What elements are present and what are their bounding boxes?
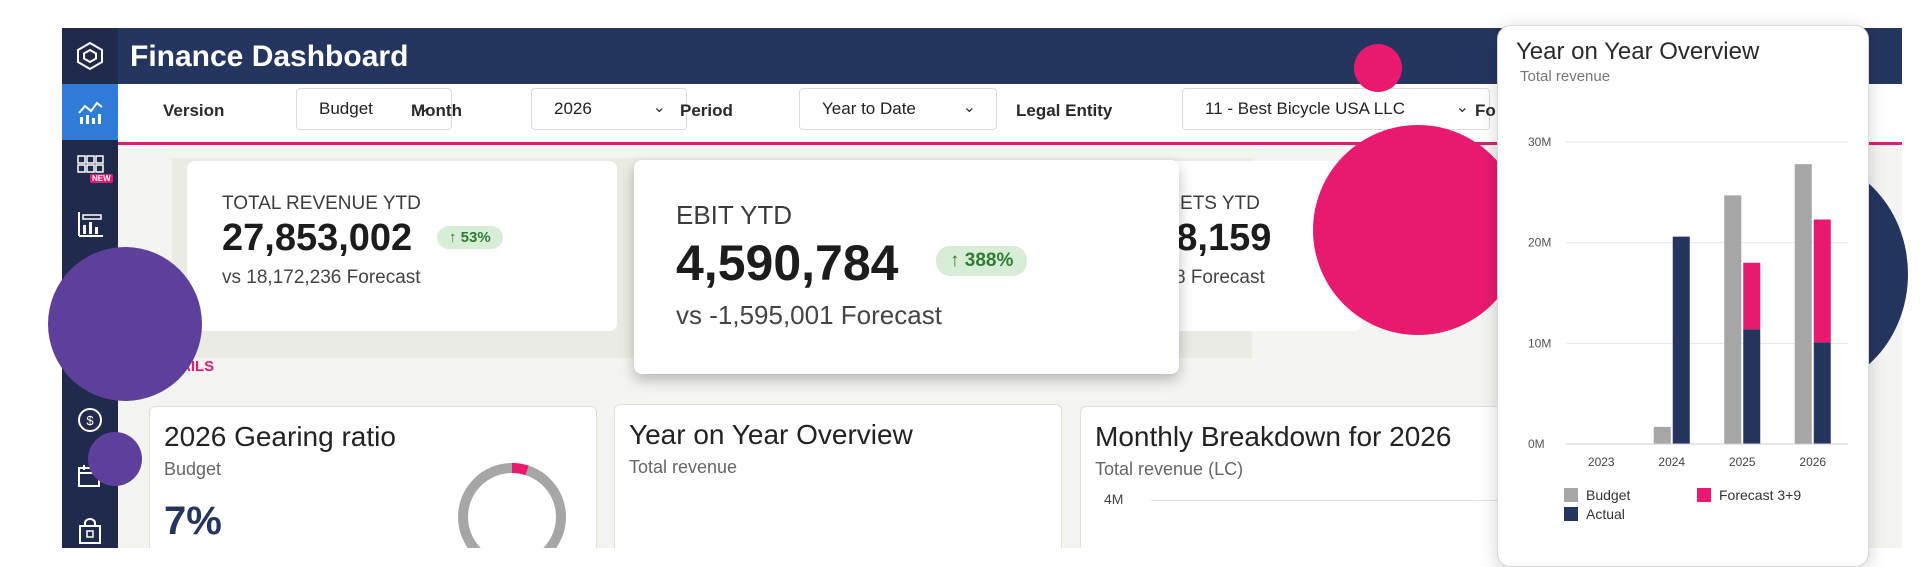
bar-forecast-3-9-2026	[1813, 219, 1831, 343]
legal-entity-select[interactable]: 11 - Best Bicycle USA LLC ⌄	[1182, 88, 1490, 130]
y-tick-label: 10M	[1528, 336, 1551, 350]
donut-track	[458, 463, 566, 548]
donut-value-arc	[458, 463, 566, 548]
popout-subtitle: Total revenue	[1520, 68, 1611, 85]
x-tick-label: 2026	[1799, 455, 1826, 469]
y-tick-label: 20M	[1528, 236, 1551, 250]
decorative-pink-circle	[1313, 125, 1523, 335]
gearing-value: 7%	[164, 499, 222, 543]
decorative-purple-circle-small	[88, 432, 142, 486]
kpi-card-total-revenue[interactable]: TOTAL REVENUE YTD 27,853,002 ↑ 53% vs 18…	[187, 161, 617, 331]
card-yoy-overview[interactable]: Year on Year Overview Total revenue	[614, 404, 1062, 548]
kpi-value: 27,853,002	[222, 217, 413, 259]
bar-actual-2024	[1672, 236, 1690, 444]
decorative-pink-dot	[1354, 44, 1402, 92]
legend-label: Budget	[1586, 487, 1631, 503]
gearing-donut	[458, 463, 566, 548]
kpi-change-badge: ↑ 53%	[437, 226, 503, 249]
widgets-icon	[77, 155, 104, 173]
app-logo-icon[interactable]	[62, 28, 118, 84]
yoy-overview-popout-card[interactable]: Year on Year Overview Total revenue 0M 10…	[1497, 25, 1869, 567]
x-tick-label: 2023	[1588, 455, 1615, 469]
extra-filter-label: Fo	[1475, 101, 1496, 120]
version-label: Version	[163, 101, 225, 120]
card-subtitle: Total revenue (LC)	[1095, 459, 1244, 479]
kpi-title: EBIT YTD	[676, 200, 793, 230]
bar-forecast-3-9-2025	[1743, 262, 1761, 330]
analytics-icon	[78, 101, 103, 124]
sidebar-item-widgets[interactable]: NEW	[62, 140, 118, 196]
period-value: Year to Date	[822, 99, 916, 118]
kpi-change-badge: ↑ 388%	[936, 246, 1028, 276]
card-subtitle: Budget	[164, 459, 222, 479]
bar-budget-2026	[1794, 164, 1812, 444]
y-tick-label: 30M	[1528, 135, 1551, 149]
bar-budget-2025	[1724, 195, 1742, 444]
month-value: 2026	[554, 99, 592, 118]
report-chart-icon	[78, 212, 103, 237]
card-gearing-ratio[interactable]: 2026 Gearing ratio Budget 7%	[149, 406, 597, 548]
app-title: Finance Dashboard	[130, 40, 409, 73]
version-select[interactable]: Budget ⌄	[296, 88, 452, 130]
chevron-down-icon: ⌄	[1455, 99, 1469, 116]
chevron-down-icon: ⌄	[962, 99, 976, 116]
month-select[interactable]: 2026 ⌄	[531, 88, 687, 130]
svg-text:$: $	[86, 413, 94, 428]
legend-swatch	[1697, 488, 1711, 502]
popout-title: Year on Year Overview	[1516, 38, 1760, 65]
month-label: Month	[411, 101, 462, 120]
kpi-subtext: vs 18,172,236 Forecast	[222, 267, 421, 288]
legend-item-actual: Actual	[1564, 506, 1625, 522]
x-tick-label: 2025	[1729, 455, 1756, 469]
kpi-title: TOTAL REVENUE YTD	[222, 193, 421, 214]
yoy-bar-chart: 0M 10M 20M 30M 2023 2024 2025 2026	[1528, 135, 1848, 469]
sidebar-item-reports[interactable]	[62, 196, 118, 252]
legal-entity-value: 11 - Best Bicycle USA LLC	[1205, 99, 1405, 118]
y-tick-label: 0M	[1528, 437, 1545, 451]
kpi-subtext: vs -1,595,001 Forecast	[676, 300, 942, 330]
period-select[interactable]: Year to Date ⌄	[799, 88, 997, 130]
y-tick-label: 4M	[1104, 491, 1124, 507]
legend-swatch	[1564, 488, 1578, 502]
sidebar-item-store[interactable]	[62, 504, 118, 548]
card-title: 2026 Gearing ratio	[164, 421, 396, 452]
legend-item-budget: Budget	[1564, 487, 1630, 503]
card-title: Monthly Breakdown for 2026	[1095, 421, 1452, 452]
kpi-card-ebit[interactable]: EBIT YTD 4,590,784 ↑ 388% vs -1,595,001 …	[634, 160, 1179, 374]
new-badge: NEW	[90, 174, 113, 183]
x-tick-label: 2024	[1658, 455, 1685, 469]
legend-swatch	[1564, 507, 1578, 521]
period-label: Period	[680, 101, 733, 120]
gridline	[1151, 500, 1561, 501]
shopping-bag-icon	[79, 518, 101, 544]
bar-actual-2025	[1743, 329, 1761, 444]
decorative-purple-circle-large	[48, 247, 202, 401]
card-title: Year on Year Overview	[629, 419, 913, 450]
version-value: Budget	[319, 99, 373, 118]
chevron-down-icon: ⌄	[417, 99, 431, 116]
legend-label: Actual	[1586, 506, 1625, 522]
kpi-value: 4,590,784	[676, 235, 899, 291]
card-subtitle: Total revenue	[629, 457, 738, 477]
sidebar-item-dollar[interactable]: $	[62, 392, 118, 448]
bar-actual-2026	[1813, 342, 1831, 444]
sidebar-item-analytics[interactable]	[62, 84, 118, 140]
legal-entity-label: Legal Entity	[1016, 101, 1113, 120]
card-monthly-breakdown[interactable]: Monthly Breakdown for 2026 Total revenue…	[1080, 406, 1562, 548]
legend-label: Forecast 3+9	[1719, 487, 1802, 503]
legend-item-forecast: Forecast 3+9	[1697, 487, 1801, 503]
bar-budget-2024	[1653, 426, 1671, 444]
dollar-circle-icon: $	[78, 408, 102, 432]
chevron-down-icon: ⌄	[652, 99, 666, 116]
